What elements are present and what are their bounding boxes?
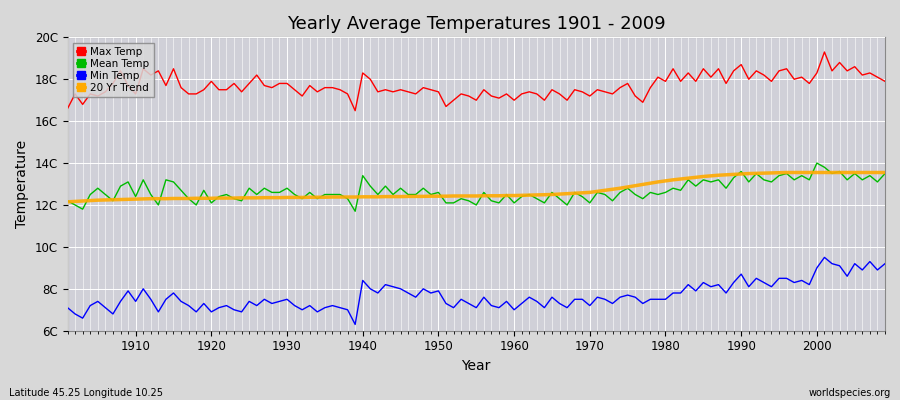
Legend: Max Temp, Mean Temp, Min Temp, 20 Yr Trend: Max Temp, Mean Temp, Min Temp, 20 Yr Tre…	[73, 42, 154, 97]
Y-axis label: Temperature: Temperature	[15, 140, 29, 228]
X-axis label: Year: Year	[462, 359, 491, 373]
Text: Latitude 45.25 Longitude 10.25: Latitude 45.25 Longitude 10.25	[9, 388, 163, 398]
Title: Yearly Average Temperatures 1901 - 2009: Yearly Average Temperatures 1901 - 2009	[287, 15, 666, 33]
Text: worldspecies.org: worldspecies.org	[809, 388, 891, 398]
